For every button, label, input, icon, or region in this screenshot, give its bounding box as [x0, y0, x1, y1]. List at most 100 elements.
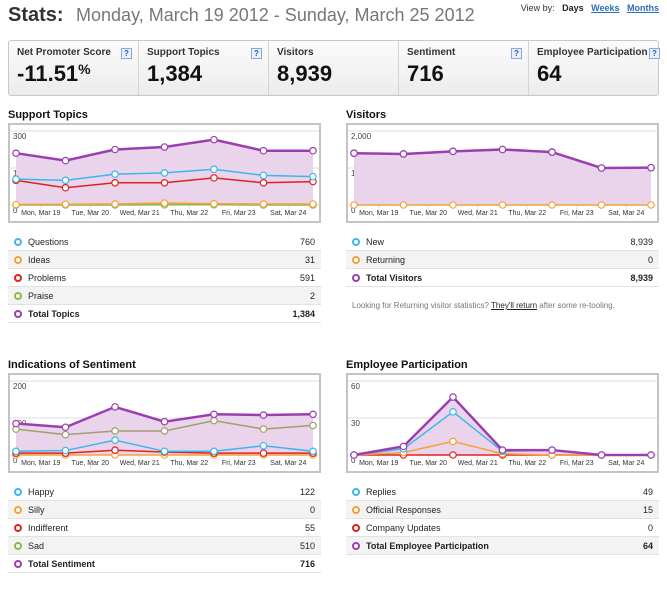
- kpi-bar: Net Promoter Score -11.51% ? Support Top…: [8, 40, 660, 96]
- legend-dot-icon: [14, 487, 22, 496]
- x-tick-label: Tue, Mar 20: [72, 460, 110, 467]
- x-tick-label: Fri, Mar 23: [560, 210, 594, 217]
- data-point-total-visitors: [350, 149, 358, 158]
- sentiment-panel: Indications of Sentiment 2001000Mon, Mar…: [8, 359, 321, 573]
- data-point-ideas: [111, 200, 119, 208]
- view-by-weeks[interactable]: Weeks: [591, 3, 620, 13]
- legend-dot-icon: [14, 523, 22, 532]
- legend-label: Total Topics: [28, 308, 80, 319]
- legend-row-total-topics[interactable]: Total Topics 1,384: [8, 305, 321, 323]
- theyll-return-link[interactable]: They'll return: [491, 301, 538, 310]
- kpi-value: 64: [537, 61, 562, 86]
- support-topics-legend: Questions 760 Ideas 31 Problems 591 Praise 2 Tot…: [8, 233, 321, 323]
- view-by-days[interactable]: Days: [562, 3, 584, 13]
- data-point-ideas: [160, 199, 169, 207]
- x-tick-label: Wed, Mar 21: [458, 460, 498, 467]
- kpi-net-promoter-score: Net Promoter Score -11.51% ?: [9, 41, 139, 95]
- data-point-happy: [160, 447, 169, 456]
- legend-row-replies[interactable]: Replies 49: [346, 483, 659, 501]
- help-icon[interactable]: ?: [511, 48, 522, 59]
- x-tick-label: Fri, Mar 23: [560, 460, 594, 467]
- help-icon[interactable]: ?: [649, 48, 660, 59]
- data-point-sad: [259, 425, 268, 433]
- employee-participation-panel: Employee Participation 60 30 0 Mon, Mar 19 T…: [346, 359, 659, 555]
- legend-value: 49: [642, 486, 653, 497]
- x-tick-label: Tue, Mar 20: [410, 460, 448, 467]
- help-icon[interactable]: ?: [121, 48, 132, 59]
- legend-row-sad[interactable]: Sad 510: [8, 537, 321, 555]
- data-point-happy: [111, 436, 119, 444]
- data-point-ideas: [61, 200, 70, 209]
- legend-label: Problems: [28, 272, 67, 283]
- data-point-happy: [309, 447, 317, 456]
- data-point-total-sentiment: [111, 403, 119, 411]
- legend-dot-icon: [14, 255, 22, 264]
- legend-dot-icon: [352, 541, 360, 550]
- data-point-sad: [160, 427, 169, 435]
- legend-row-company-updates[interactable]: Company Updates 0: [346, 519, 659, 537]
- x-tick-label: Sat, Mar 24: [270, 210, 306, 217]
- x-tick-label: Mon, Mar 19: [359, 460, 398, 467]
- panel-title: Employee Participation: [346, 359, 468, 371]
- data-point-sad: [61, 430, 70, 439]
- legend-value: 122: [299, 486, 315, 497]
- data-point-questions: [61, 176, 70, 185]
- legend-row-new[interactable]: New 8,939: [346, 233, 659, 251]
- legend-dot-icon: [352, 255, 360, 264]
- legend-row-total-sentiment[interactable]: Total Sentiment 716: [8, 555, 321, 573]
- view-by-months[interactable]: Months: [627, 3, 659, 13]
- x-tick-label: Thu, Mar 22: [170, 460, 208, 467]
- kpi-support-topics: Support Topics 1,384 ?: [139, 41, 269, 95]
- legend-row-problems[interactable]: Problems 591: [8, 269, 321, 287]
- employee-participation-chart: 60 30 0 Mon, Mar 19 Tue, Mar 20 Wed, Mar 21 Th…: [346, 373, 659, 473]
- data-point-sad: [309, 421, 317, 430]
- kpi-label: Sentiment: [407, 47, 456, 58]
- legend-row-returning[interactable]: Returning 0: [346, 251, 659, 269]
- data-point-ideas: [12, 200, 20, 209]
- legend-dot-icon: [352, 237, 360, 246]
- legend-row-happy[interactable]: Happy 122: [8, 483, 321, 501]
- x-tick-label: Mon, Mar 19: [21, 210, 60, 217]
- legend-dot-icon: [14, 309, 22, 318]
- legend-row-total-employee-participation[interactable]: Total Employee Participation 64: [346, 537, 659, 555]
- data-point-returning: [548, 201, 556, 209]
- legend-row-total-visitors[interactable]: Total Visitors 8,939: [346, 269, 659, 287]
- panel-title: Support Topics: [8, 109, 88, 121]
- data-point-sad: [210, 416, 218, 425]
- x-tick-label: Fri, Mar 23: [222, 210, 256, 217]
- kpi-visitors: Visitors 8,939: [269, 41, 399, 95]
- legend-row-official-responses[interactable]: Official Responses 15: [346, 501, 659, 519]
- legend-label: Total Sentiment: [28, 558, 95, 569]
- legend-row-indifferent[interactable]: Indifferent 55: [8, 519, 321, 537]
- data-point-total-visitors: [399, 150, 408, 158]
- legend-row-praise[interactable]: Praise 2: [8, 287, 321, 305]
- y-tick-label: 0: [351, 456, 356, 465]
- data-point-problems: [259, 178, 268, 187]
- data-point-questions: [111, 170, 119, 178]
- x-tick-label: Wed, Mar 21: [120, 210, 160, 217]
- legend-value: 2: [309, 290, 315, 301]
- help-icon[interactable]: ?: [251, 48, 262, 59]
- kpi-value: 716: [407, 61, 444, 86]
- data-point-returning: [498, 201, 507, 209]
- data-point-problems: [210, 174, 218, 182]
- legend-value: 31: [304, 254, 315, 265]
- kpi-value: 8,939: [277, 61, 333, 86]
- data-point-questions: [12, 175, 20, 183]
- data-point-happy: [61, 446, 70, 455]
- data-point-problems: [111, 178, 119, 187]
- data-point-happy: [259, 441, 268, 450]
- data-point-indifferent: [259, 449, 268, 457]
- data-point-total-visitors: [597, 164, 606, 172]
- data-point-questions: [259, 171, 268, 180]
- data-point-total-topics: [111, 145, 119, 154]
- legend-row-questions[interactable]: Questions 760: [8, 233, 321, 251]
- kpi-employee-participation: Employee Participation 64 ?: [529, 41, 660, 95]
- legend-row-ideas[interactable]: Ideas 31: [8, 251, 321, 269]
- data-point-problems: [61, 183, 70, 192]
- legend-label: Replies: [366, 486, 397, 497]
- legend-row-silly[interactable]: Silly 0: [8, 501, 321, 519]
- visitors-legend: New 8,939 Returning 0 Total Visitors 8,939: [346, 233, 659, 287]
- kpi-sentiment: Sentiment 716 ?: [399, 41, 529, 95]
